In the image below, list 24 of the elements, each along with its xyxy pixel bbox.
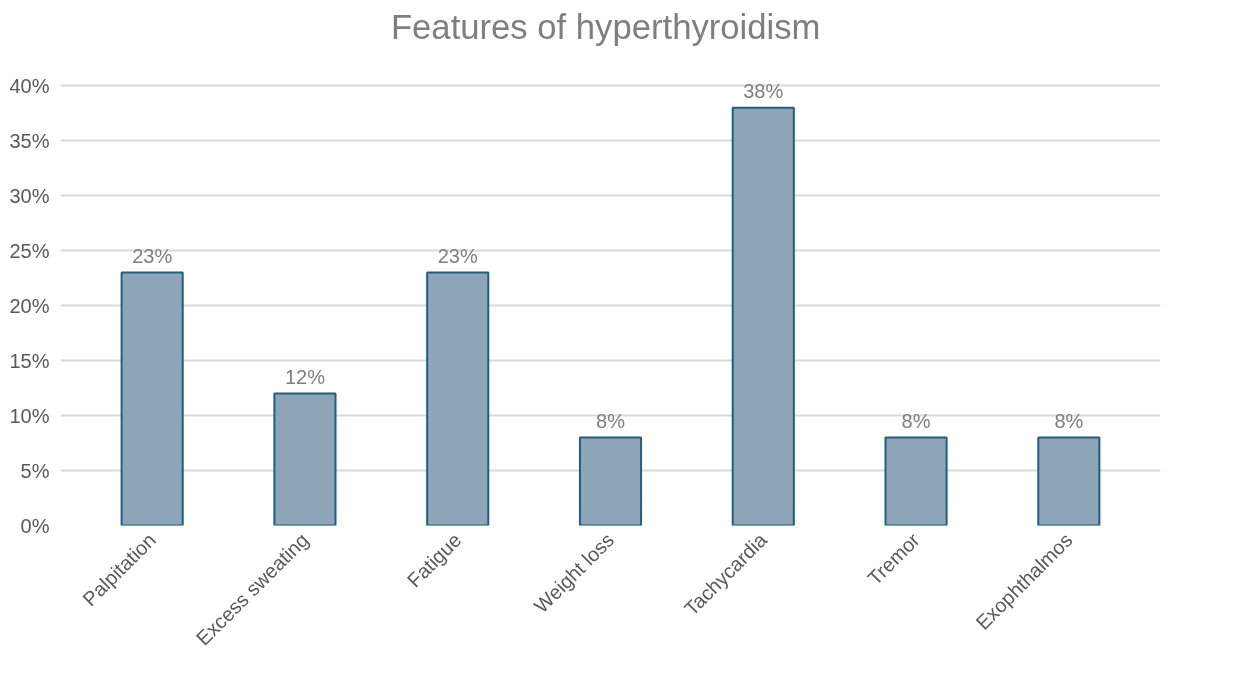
bar: [884, 436, 948, 526]
data-label: 8%: [901, 409, 931, 432]
y-tick-label: 25%: [9, 239, 50, 262]
data-label: 38%: [743, 79, 784, 102]
y-tick-label: 30%: [9, 184, 50, 207]
bar: [1037, 436, 1101, 526]
bar: [426, 271, 490, 526]
data-label: 23%: [132, 244, 173, 267]
y-tick-label: 10%: [9, 404, 50, 427]
y-tick-label: 15%: [9, 349, 50, 372]
bar: [120, 271, 184, 526]
y-tick-label: 40%: [9, 74, 50, 97]
chart-title: Features of hyperthyroidism: [390, 7, 821, 46]
data-label: 8%: [1054, 409, 1084, 432]
y-tick-label: 35%: [9, 129, 50, 152]
bar: [731, 106, 795, 526]
y-tick-label: 5%: [20, 459, 50, 482]
bar: [273, 392, 337, 526]
data-label: 23%: [437, 244, 478, 267]
bar: [578, 436, 643, 526]
data-label: 8%: [596, 409, 626, 432]
y-tick-label: 0%: [20, 514, 50, 537]
data-label: 12%: [284, 365, 326, 388]
y-tick-label: 20%: [9, 294, 50, 317]
